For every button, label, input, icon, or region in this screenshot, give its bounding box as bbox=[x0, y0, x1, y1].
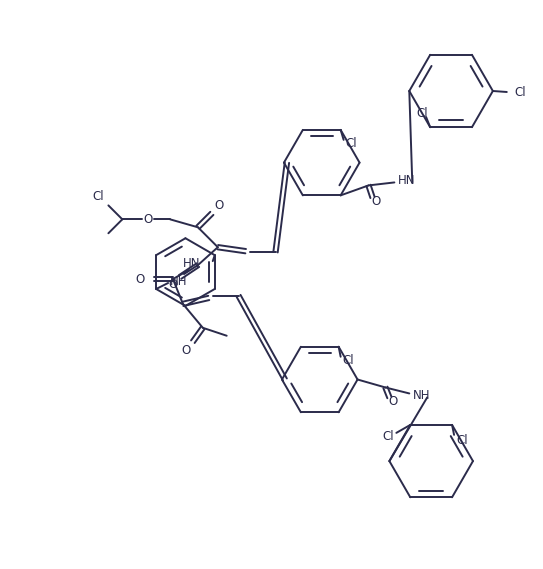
Text: Cl: Cl bbox=[383, 430, 394, 443]
Text: Cl: Cl bbox=[93, 190, 104, 203]
Text: Cl: Cl bbox=[515, 86, 526, 100]
Text: HN: HN bbox=[399, 174, 416, 187]
Text: O: O bbox=[389, 395, 398, 408]
Text: O: O bbox=[214, 199, 224, 212]
Text: O: O bbox=[372, 195, 381, 208]
Text: Cl: Cl bbox=[345, 137, 357, 150]
Text: NH: NH bbox=[170, 274, 187, 287]
Text: Cl: Cl bbox=[343, 354, 354, 367]
Text: Cl: Cl bbox=[416, 107, 428, 119]
Text: O: O bbox=[168, 278, 178, 291]
Text: HN: HN bbox=[184, 257, 201, 270]
Text: O: O bbox=[136, 273, 145, 286]
Text: NH: NH bbox=[413, 389, 431, 402]
Text: O: O bbox=[181, 344, 191, 357]
Text: O: O bbox=[143, 213, 153, 226]
Text: Cl: Cl bbox=[456, 434, 468, 447]
